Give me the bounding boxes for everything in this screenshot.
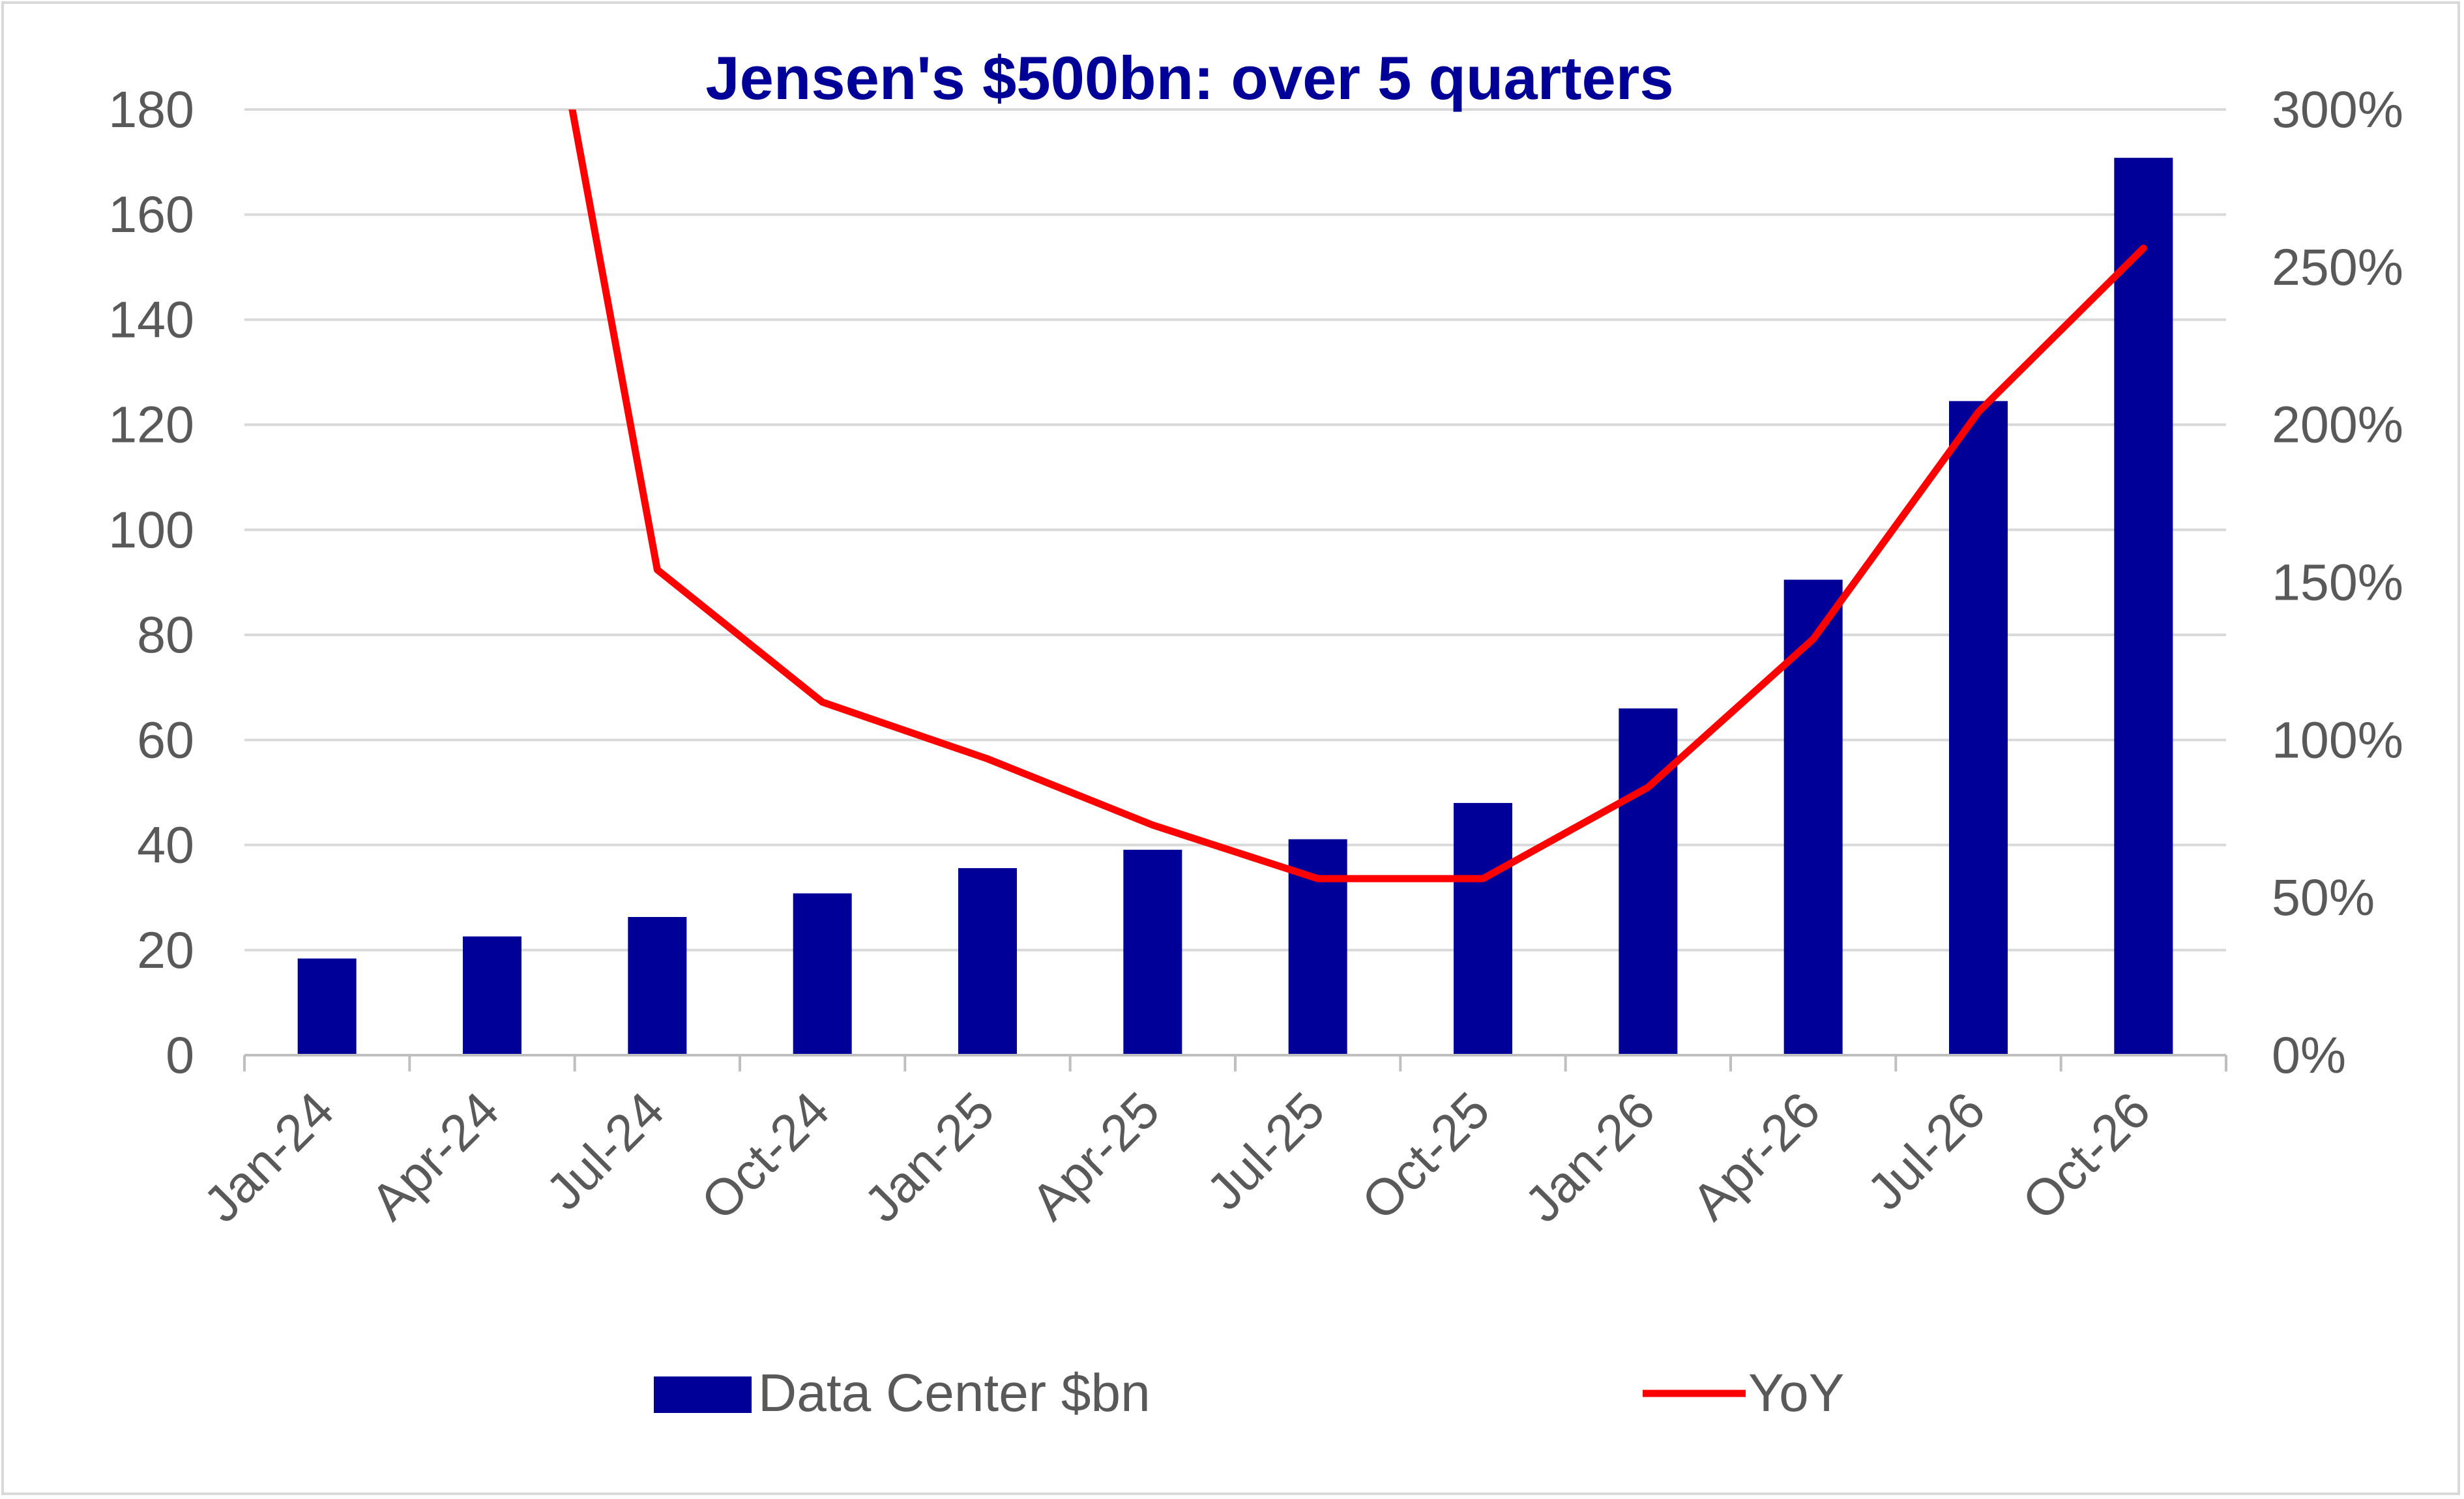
y-left-tick-label: 160 bbox=[108, 185, 194, 243]
y-right-tick-label: 200% bbox=[2272, 396, 2403, 454]
y-right-tick-label: 300% bbox=[2272, 80, 2403, 138]
bar-Apr-25 bbox=[1123, 849, 1182, 1055]
bar-Jan-25 bbox=[958, 868, 1017, 1055]
bar-Oct-24 bbox=[793, 893, 852, 1055]
x-tick-label: Jul-26 bbox=[1856, 1081, 1996, 1221]
y-left-tick-label: 60 bbox=[137, 710, 194, 768]
y-left-tick-label: 120 bbox=[108, 396, 194, 454]
y-right-tick-label: 0% bbox=[2272, 1026, 2346, 1084]
legend-label-bar: Data Center $bn bbox=[758, 1363, 1151, 1423]
y-left-tick-label: 80 bbox=[137, 605, 194, 663]
x-tick-label: Apr-24 bbox=[359, 1081, 510, 1231]
bar-Jul-26 bbox=[1949, 401, 2008, 1055]
y-right-tick-label: 50% bbox=[2272, 868, 2375, 926]
line-series bbox=[568, 109, 2147, 882]
x-tick-label: Oct-24 bbox=[690, 1081, 840, 1231]
x-tick-label: Jan-25 bbox=[853, 1081, 1005, 1233]
y-axis-left: 0 20 40 60 80 100 120 140 160 180 bbox=[108, 80, 194, 1084]
y-left-tick-label: 0 bbox=[166, 1026, 194, 1084]
y-right-tick-label: 150% bbox=[2272, 553, 2403, 611]
legend-swatch-bar bbox=[654, 1376, 752, 1413]
bar-Apr-26 bbox=[1783, 579, 1843, 1055]
y-left-tick-label: 100 bbox=[108, 501, 194, 559]
x-axis: Jan-24 Apr-24 Jul-24 Oct-24 Jan-25 Apr-25 Jul-… bbox=[192, 1054, 2227, 1233]
chart-title: Jensen's $500bn: over 5 quarters bbox=[705, 44, 1673, 112]
x-tick-label: Oct-25 bbox=[1350, 1081, 1501, 1231]
legend: Data Center $bn YoY bbox=[654, 1363, 1844, 1423]
x-tick-label: Apr-25 bbox=[1020, 1081, 1171, 1231]
x-tick-label: Jan-26 bbox=[1514, 1081, 1666, 1233]
x-tick-label: Oct-26 bbox=[2011, 1081, 2162, 1231]
x-tick-label: Jan-24 bbox=[192, 1081, 345, 1233]
gridlines bbox=[244, 108, 2226, 952]
x-tick-label: Apr-26 bbox=[1680, 1081, 1831, 1231]
y-right-tick-label: 100% bbox=[2272, 710, 2403, 768]
bar-Jul-24 bbox=[628, 916, 687, 1055]
bar-Oct-26 bbox=[2114, 158, 2173, 1055]
y-right-tick-label: 250% bbox=[2272, 238, 2403, 296]
bar-Jan-24 bbox=[297, 958, 357, 1055]
x-tick-label: Jul-25 bbox=[1195, 1081, 1336, 1221]
y-left-tick-label: 20 bbox=[137, 921, 194, 979]
x-tick-label: Jul-24 bbox=[535, 1081, 675, 1221]
yoy-line bbox=[568, 109, 2147, 882]
bar-Apr-24 bbox=[463, 936, 521, 1055]
y-left-tick-label: 180 bbox=[108, 80, 194, 138]
y-axis-right: 0% 50% 100% 150% 200% 250% 300% bbox=[2272, 80, 2403, 1084]
legend-label-line: YoY bbox=[1748, 1363, 1844, 1423]
y-left-tick-label: 140 bbox=[108, 290, 194, 348]
bar-Jan-26 bbox=[1619, 708, 1678, 1055]
bar-series bbox=[297, 158, 2173, 1055]
bar-Oct-25 bbox=[1454, 803, 1512, 1055]
y-left-tick-label: 40 bbox=[137, 816, 194, 874]
